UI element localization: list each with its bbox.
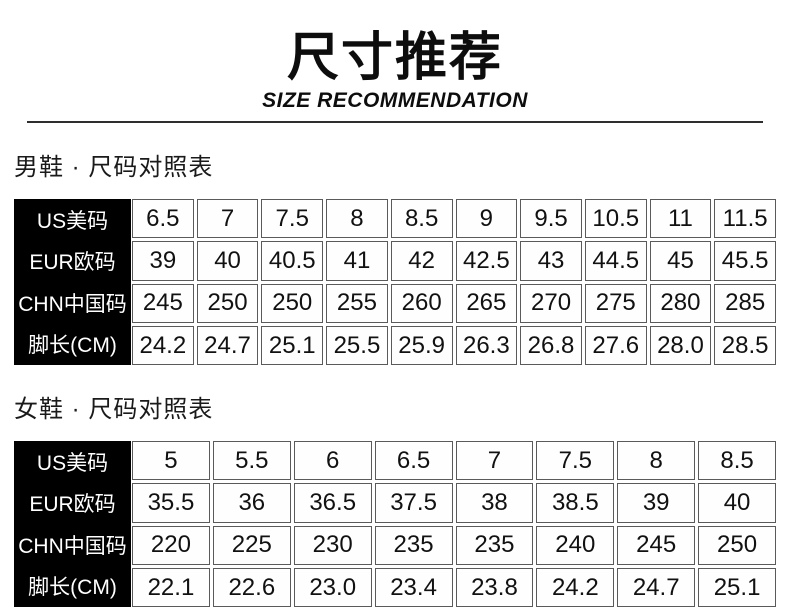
table-cell: 45.5 [714,241,776,281]
table-cell: 235 [455,525,534,565]
row-label: US美码 [36,209,109,233]
table-cell: 240 [536,525,615,565]
table-cell: 40 [196,241,259,281]
table-cell: 6 [293,441,372,481]
table-cell: 250 [196,283,259,323]
table-cell: 255 [326,283,388,323]
mens-size-table: US美码 EUR欧码 CHN中国码 脚长(CM) 6.5 7 7.5 8 8.5 9 9.5 10.… [14,199,776,366]
table-cell: 7 [455,441,534,481]
table-cell: 5 [132,441,210,481]
table-cell: 42 [390,241,453,281]
table-cell: 5.5 [212,441,291,481]
table-cell: 37.5 [374,483,453,523]
table-cell: 7.5 [261,199,324,239]
table-cell: 42.5 [455,241,518,281]
table-cell: 9.5 [520,199,582,239]
table-cell: 8 [617,441,696,481]
table-cell: 10.5 [584,199,647,239]
table-cell: 22.6 [212,567,291,608]
table-cell: 285 [714,283,776,323]
womens-size-table: US美码 EUR欧码 CHN中国码 脚长(CM) 5 5.5 6 6.5 7 7.5 8 8.5 35… [14,441,776,608]
womens-section-heading: 女鞋 · 尺码对照表 [14,396,214,424]
table-cell: 8.5 [390,199,453,239]
table-cell: 28.0 [649,325,712,366]
table-cell: 6.5 [132,199,194,239]
table-cell: 250 [261,283,324,323]
table-cell: 24.2 [132,325,194,366]
title-divider [27,121,763,124]
table-cell: 235 [374,525,453,565]
table-cell: 45 [649,241,712,281]
table-cell: 25.5 [326,325,388,366]
row-label: CHN中国码 [18,292,127,316]
table-cell: 44.5 [584,241,647,281]
row-label: US美码 [36,451,109,475]
table-cell: 7.5 [536,441,615,481]
table-cell: 23.4 [374,567,453,608]
table-cell: 22.1 [132,567,210,608]
table-cell: 36 [212,483,291,523]
row-label: EUR欧码 [29,251,116,275]
womens-row-label-column: US美码 EUR欧码 CHN中国码 脚长(CM) [14,441,131,608]
table-cell: 11 [649,199,712,239]
table-cell: 38.5 [536,483,615,523]
table-cell: 275 [584,283,647,323]
table-cell: 220 [132,525,210,565]
table-cell: 8.5 [698,441,776,481]
mens-section-heading: 男鞋 · 尺码对照表 [14,154,214,182]
table-cell: 245 [132,283,194,323]
row-label: 脚长(CM) [28,576,117,600]
table-cell: 35.5 [132,483,210,523]
table-cell: 270 [520,283,582,323]
table-cell: 280 [649,283,712,323]
table-cell: 39 [132,241,194,281]
row-label: 脚长(CM) [28,334,117,358]
table-cell: 26.3 [455,325,518,366]
table-cell: 40 [698,483,776,523]
page-title: 尺寸推荐 [286,29,503,87]
table-cell: 43 [520,241,582,281]
table-cell: 28.5 [714,325,776,366]
table-cell: 24.2 [536,567,615,608]
table-cell: 260 [390,283,453,323]
table-cell: 27.6 [584,325,647,366]
table-cell: 7 [196,199,259,239]
title-block: 尺寸推荐 SIZE RECOMMENDATION [0,0,790,113]
table-cell: 40.5 [261,241,324,281]
table-cell: 230 [293,525,372,565]
page-subtitle: SIZE RECOMMENDATION [262,89,528,113]
table-cell: 41 [326,241,388,281]
row-label: EUR欧码 [29,493,116,517]
table-cell: 6.5 [374,441,453,481]
table-cell: 245 [617,525,696,565]
table-cell: 38 [455,483,534,523]
table-cell: 24.7 [196,325,259,366]
table-cell: 39 [617,483,696,523]
row-label: CHN中国码 [18,534,127,558]
mens-row-label-column: US美码 EUR欧码 CHN中国码 脚长(CM) [14,199,131,366]
table-cell: 8 [326,199,388,239]
womens-data-grid: 5 5.5 6 6.5 7 7.5 8 8.5 35.5 36 36.5 37.5 38 38.5 39 40… [131,441,776,608]
table-cell: 265 [455,283,518,323]
table-cell: 24.7 [617,567,696,608]
table-cell: 25.9 [390,325,453,366]
table-cell: 25.1 [698,567,776,608]
mens-data-grid: 6.5 7 7.5 8 8.5 9 9.5 10.5 11 11.5 39 40 40.5 41 42 42.… [131,199,776,366]
table-cell: 225 [212,525,291,565]
table-cell: 26.8 [520,325,582,366]
table-cell: 23.8 [455,567,534,608]
table-cell: 11.5 [714,199,776,239]
table-cell: 250 [698,525,776,565]
table-cell: 25.1 [261,325,324,366]
table-cell: 36.5 [293,483,372,523]
table-cell: 23.0 [293,567,372,608]
table-cell: 9 [455,199,518,239]
